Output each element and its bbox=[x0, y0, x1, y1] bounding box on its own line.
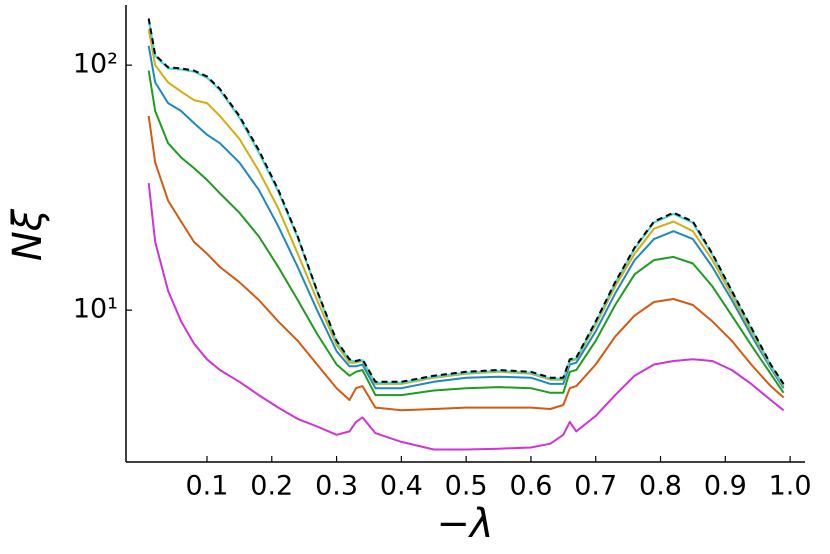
series-line bbox=[147, 70, 785, 397]
x-tick-label: 0.8 bbox=[639, 471, 682, 502]
y-tick-label: 10² bbox=[73, 49, 118, 80]
series-line bbox=[147, 115, 785, 412]
y-axis-label: Nξ bbox=[5, 208, 51, 261]
x-tick-label: 0.5 bbox=[445, 471, 488, 502]
series-line bbox=[147, 19, 785, 386]
series-line bbox=[147, 29, 785, 387]
x-tick-label: 0.2 bbox=[250, 471, 293, 502]
series-line bbox=[147, 45, 785, 390]
x-tick-label: 0.9 bbox=[704, 471, 747, 502]
x-tick-label: 0.3 bbox=[315, 471, 358, 502]
series-line bbox=[147, 18, 785, 385]
x-tick-label: 0.6 bbox=[509, 471, 552, 502]
x-tick-label: 0.4 bbox=[380, 471, 423, 502]
x-tick-label: 1.0 bbox=[769, 471, 812, 502]
y-tick-label: 10¹ bbox=[73, 294, 118, 325]
series-line bbox=[147, 182, 785, 451]
x-tick-label: 0.7 bbox=[574, 471, 617, 502]
x-axis-label: −λ bbox=[436, 501, 493, 547]
x-tick-label: 0.1 bbox=[186, 471, 229, 502]
